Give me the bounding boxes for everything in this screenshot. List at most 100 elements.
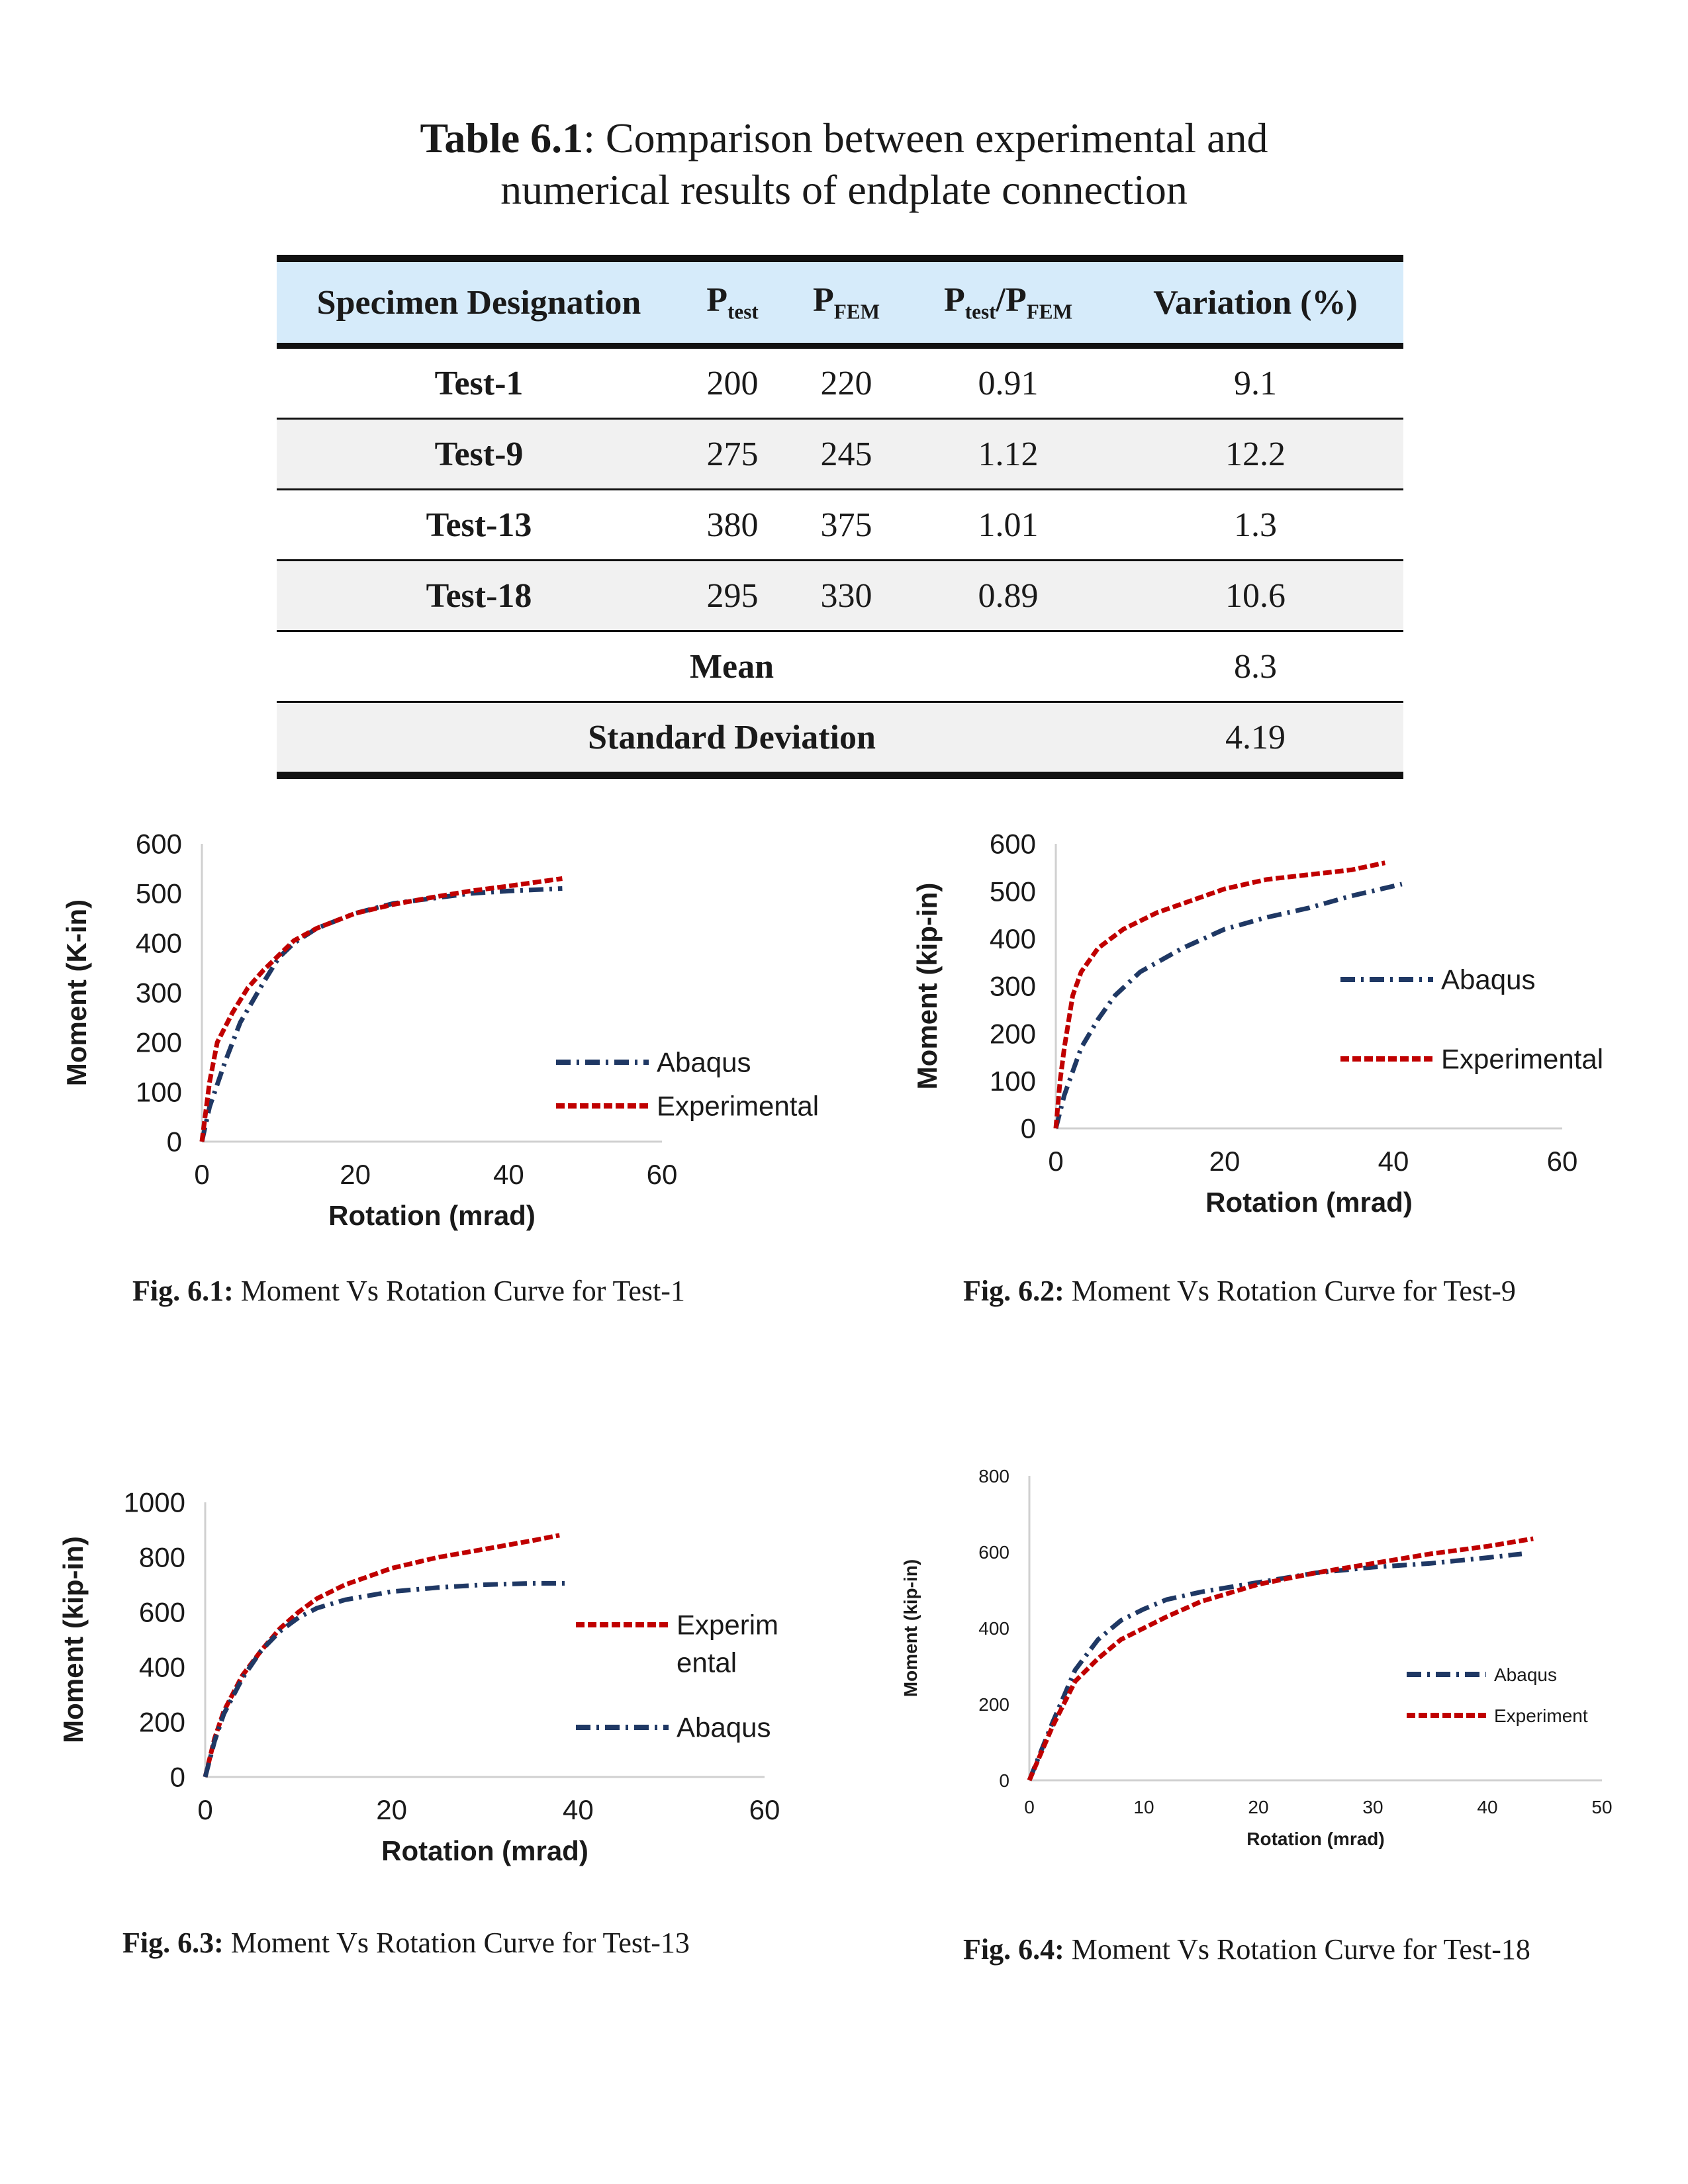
cell-ratio: 1.12: [909, 418, 1107, 490]
y-tick-label: 400: [990, 923, 1036, 954]
cell-ratio: 0.89: [909, 560, 1107, 632]
y-tick-label: 200: [139, 1707, 185, 1738]
y-tick-label: 100: [136, 1077, 182, 1108]
y-tick-label: 600: [136, 829, 182, 860]
cell-ptest: 200: [681, 345, 784, 420]
legend-label: Abaqus: [1494, 1664, 1557, 1685]
figure-6-2-caption-text: Moment Vs Rotation Curve for Test-9: [1064, 1275, 1516, 1307]
cell-ratio: 1.01: [909, 489, 1107, 561]
y-tick-label: 600: [990, 829, 1036, 860]
legend-label: Experimental: [1441, 1044, 1603, 1075]
figure-6-2-caption: Fig. 6.2: Moment Vs Rotation Curve for T…: [963, 1274, 1516, 1308]
cell-variation: 9.1: [1107, 345, 1403, 420]
y-tick-label: 600: [978, 1542, 1009, 1563]
figure-6-3: 0 20 40 60 0 200 400 600 800 1000 Rotation (mrad) M…: [0, 1456, 844, 1919]
y-tick-label: 0: [1021, 1113, 1036, 1144]
results-table: Specimen Designation Ptest PFEM Ptest/PF…: [277, 255, 1403, 779]
cell-std-value: 4.19: [1107, 702, 1403, 779]
cell-designation: Test-18: [277, 560, 681, 632]
x-axis-title: Rotation (mrad): [1205, 1187, 1413, 1218]
figure-6-1-caption-text: Moment Vs Rotation Curve for Test-1: [233, 1275, 685, 1307]
legend-label: Experimental: [657, 1091, 819, 1122]
header-specimen-designation-text: Specimen Designation: [316, 283, 641, 322]
x-tick-label: 60: [1547, 1146, 1578, 1177]
table-header-row: Specimen Designation Ptest PFEM Ptest/PF…: [277, 255, 1403, 349]
legend-label: Experiment: [1494, 1706, 1588, 1726]
cell-designation: Test-1: [277, 345, 681, 420]
series-line-abaqus: [203, 1580, 569, 1778]
y-tick-label: 200: [978, 1694, 1009, 1715]
y-axis-title: Moment (kip-in): [912, 883, 943, 1090]
figure-6-4: 0 10 20 30 40 50 0 200 400 600 800 Rotation (mrad) M…: [844, 1443, 1688, 1866]
header-ratio-main2: P: [1005, 281, 1027, 320]
x-tick-label: 60: [749, 1794, 780, 1825]
header-ptest-sub: test: [727, 300, 759, 324]
series-line-experimental: [1053, 860, 1386, 1129]
x-tick-label: 40: [563, 1794, 594, 1825]
x-tick-label: 20: [340, 1159, 371, 1190]
header-specimen-designation: Specimen Designation: [277, 255, 681, 349]
cell-mean-label: Mean: [277, 631, 1107, 703]
cell-variation: 12.2: [1107, 418, 1403, 490]
x-tick-label: 40: [1477, 1797, 1497, 1817]
x-tick-label: 0: [194, 1159, 209, 1190]
header-variation-text: Variation (%): [1153, 283, 1358, 322]
y-tick-label: 400: [978, 1618, 1009, 1639]
y-tick-label: 1000: [124, 1487, 185, 1518]
header-ratio-main1: P: [943, 281, 965, 320]
figure-6-1: 0 20 40 60 0 100 200 300 400 500 600 Rotation (mrad…: [0, 807, 844, 1284]
y-tick-label: 400: [136, 928, 182, 959]
header-ptest: Ptest: [681, 255, 784, 349]
y-tick-label: 800: [139, 1542, 185, 1573]
header-pfem-sub: FEM: [833, 300, 880, 324]
figure-6-1-caption: Fig. 6.1: Moment Vs Rotation Curve for T…: [132, 1274, 685, 1308]
table-title-text-line2: numerical results of endplate connection: [500, 166, 1188, 213]
series-line-experimental: [1027, 1536, 1534, 1782]
table-row-mean: Mean 8.3: [277, 631, 1403, 703]
figure-6-3-caption-label: Fig. 6.3:: [122, 1927, 224, 1959]
x-axis-title: Rotation (mrad): [1246, 1829, 1384, 1849]
y-axis-title: Moment (kip-in): [58, 1536, 89, 1743]
table-row: Test-18 295 330 0.89 10.6: [277, 560, 1403, 632]
figure-6-2-caption-label: Fig. 6.2:: [963, 1275, 1064, 1307]
y-tick-label: 100: [990, 1066, 1036, 1097]
x-tick-label: 0: [197, 1794, 212, 1825]
y-tick-label: 0: [167, 1126, 182, 1158]
table-row: Test-9 275 245 1.12 12.2: [277, 418, 1403, 490]
x-tick-label: 50: [1591, 1797, 1612, 1817]
header-ratio-sub2: FEM: [1026, 300, 1073, 324]
series-line-experimental: [203, 1533, 560, 1778]
cell-ptest: 275: [681, 418, 784, 490]
y-tick-label: 0: [170, 1762, 185, 1793]
header-pfem-main: P: [812, 281, 834, 320]
legend-label: Abaqus: [657, 1047, 751, 1078]
y-tick-label: 0: [999, 1770, 1009, 1791]
x-tick-label: 40: [1378, 1146, 1409, 1177]
figure-6-1-caption-label: Fig. 6.1:: [132, 1275, 234, 1307]
table-row: Test-1 200 220 0.91 9.1: [277, 345, 1403, 420]
cell-pfem: 220: [784, 345, 909, 420]
header-ratio-sub1: test: [964, 300, 996, 324]
figure-6-4-caption: Fig. 6.4: Moment Vs Rotation Curve for T…: [963, 1933, 1530, 1966]
y-tick-label: 400: [139, 1652, 185, 1683]
cell-pfem: 375: [784, 489, 909, 561]
header-ratio: Ptest/PFEM: [909, 255, 1107, 349]
cell-variation: 10.6: [1107, 560, 1403, 632]
table-title-text: : Comparison between experimental and: [583, 114, 1268, 161]
y-axis-title: Moment (K-in): [61, 899, 92, 1086]
cell-pfem: 330: [784, 560, 909, 632]
header-ptest-main: P: [706, 281, 727, 320]
table-title-label: Table 6.1: [420, 114, 584, 161]
header-variation: Variation (%): [1107, 255, 1403, 349]
legend-label: Abaqus: [677, 1712, 771, 1743]
series-line-abaqus: [199, 886, 563, 1142]
x-tick-label: 0: [1024, 1797, 1035, 1817]
figure-6-2: 0 20 40 60 0 100 200 300 400 500 600 Rotation (mrad…: [844, 807, 1688, 1284]
y-axis-title: Moment (kip-in): [900, 1559, 921, 1697]
cell-pfem: 245: [784, 418, 909, 490]
x-tick-label: 20: [376, 1794, 407, 1825]
cell-ptest: 295: [681, 560, 784, 632]
